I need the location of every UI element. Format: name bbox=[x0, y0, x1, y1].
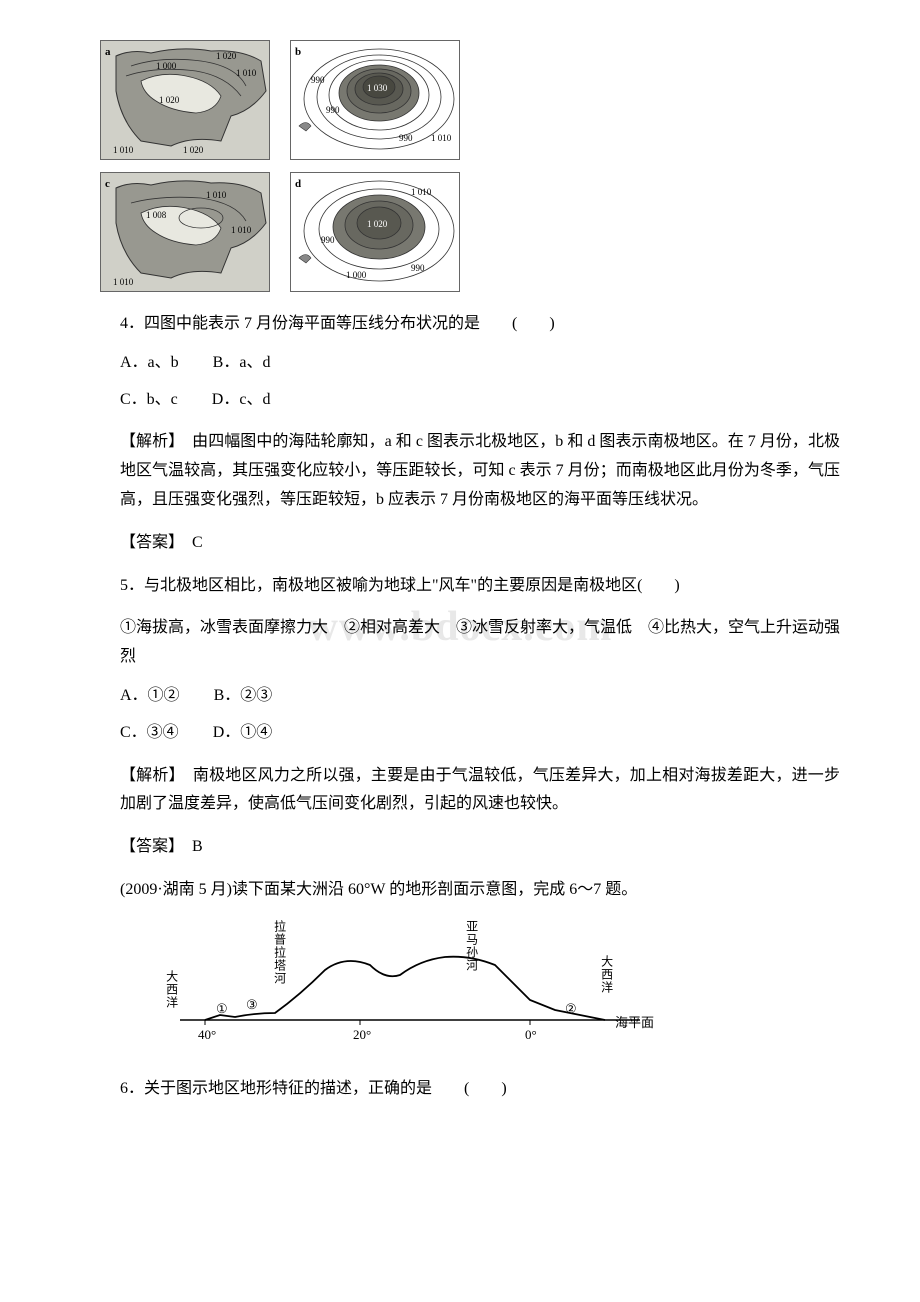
contour-value: 1 010 bbox=[113, 145, 134, 155]
q5-choices: ①海拔高，冰雪表面摩擦力大 ②相对高差大 ③冰雪反射率大，气温低 ④比热大，空气… bbox=[120, 614, 840, 672]
contour-value: 990 bbox=[399, 133, 413, 143]
contour-value: 990 bbox=[326, 105, 340, 115]
profile-svg: 40° 20° 0° ① ③ ② bbox=[160, 925, 660, 1055]
contour-value: 1 020 bbox=[183, 145, 204, 155]
q4-options-row1: A．a、b B．a、d bbox=[120, 349, 840, 378]
q5-option-d: D．①④ bbox=[213, 719, 273, 748]
map-b-label: b bbox=[295, 43, 301, 63]
q5-option-b: B．②③ bbox=[214, 682, 273, 711]
circle-1: ① bbox=[216, 1001, 228, 1016]
contour-value: 990 bbox=[411, 263, 425, 273]
contour-value: 990 bbox=[311, 75, 325, 85]
section-intro: (2009·湖南 5 月)读下面某大洲沿 60°W 的地形剖面示意图，完成 6～… bbox=[120, 876, 840, 905]
q4-option-b: B．a、d bbox=[213, 349, 271, 378]
contour-value: 1 008 bbox=[146, 210, 167, 220]
map-a: a 1 020 1 000 1 010 1 020 1 010 1 020 bbox=[100, 40, 270, 160]
contour-value: 1 010 bbox=[206, 190, 227, 200]
contour-value: 1 010 bbox=[113, 277, 134, 287]
profile-figure: 40° 20° 0° ① ③ ② 大西洋 拉普拉塔河 亚马孙河 大西洋 海平面 bbox=[160, 925, 660, 1055]
map-a-label: a bbox=[105, 43, 111, 63]
contour-value: 1 020 bbox=[367, 219, 388, 229]
map-c-label: c bbox=[105, 175, 110, 195]
q4-text: 4．四图中能表示 7 月份海平面等压线分布状况的是 ( ) bbox=[120, 310, 840, 339]
q5-text: 5．与北极地区相比，南极地区被喻为地球上"风车"的主要原因是南极地区( ) bbox=[120, 572, 840, 601]
circle-3: ③ bbox=[246, 997, 258, 1012]
xtick-40: 40° bbox=[198, 1027, 216, 1042]
maps-row-2: c 1 010 1 008 1 010 1 010 d bbox=[100, 172, 840, 292]
q5-options-row1: A．①② B．②③ bbox=[120, 682, 840, 711]
q4-answer: 【答案】 C bbox=[120, 529, 840, 558]
q4-option-d: D．c、d bbox=[212, 386, 271, 415]
laplata-label: 拉普拉塔河 bbox=[268, 920, 290, 985]
circle-2: ② bbox=[565, 1001, 577, 1016]
q5-explanation: 【解析】 南极地区风力之所以强，主要是由于气温较低，气压差异大，加上相对海拔差距… bbox=[120, 762, 840, 820]
q4-option-c: C．b、c bbox=[120, 386, 178, 415]
xtick-20: 20° bbox=[353, 1027, 371, 1042]
map-c: c 1 010 1 008 1 010 1 010 bbox=[100, 172, 270, 292]
contour-value: 1 020 bbox=[216, 51, 237, 61]
map-b-svg: 990 990 1 030 990 1 010 bbox=[291, 41, 460, 160]
left-ocean-label: 大西洋 bbox=[160, 970, 182, 1009]
document-content: a 1 020 1 000 1 010 1 020 1 010 1 020 b bbox=[80, 40, 840, 1104]
amazon-label: 亚马孙河 bbox=[460, 920, 482, 972]
right-ocean-label: 大西洋 bbox=[595, 955, 617, 994]
contour-value: 1 010 bbox=[231, 225, 252, 235]
q4-explanation: 【解析】 由四幅图中的海陆轮廓知，a 和 c 图表示北极地区，b 和 d 图表示… bbox=[120, 428, 840, 514]
map-b: b 990 990 1 030 990 1 010 bbox=[290, 40, 460, 160]
contour-value: 1 010 bbox=[431, 133, 452, 143]
q4-options-row2: C．b、c D．c、d bbox=[120, 386, 840, 415]
contour-value: 1 010 bbox=[411, 187, 432, 197]
map-a-svg: 1 020 1 000 1 010 1 020 1 010 1 020 bbox=[101, 41, 270, 160]
map-c-svg: 1 010 1 008 1 010 1 010 bbox=[101, 173, 270, 292]
q5-option-c: C．③④ bbox=[120, 719, 179, 748]
map-d-label: d bbox=[295, 175, 301, 195]
contour-value: 1 020 bbox=[159, 95, 180, 105]
contour-value: 1 030 bbox=[367, 83, 388, 93]
maps-row-1: a 1 020 1 000 1 010 1 020 1 010 1 020 b bbox=[100, 40, 840, 160]
sea-level-label: 海平面 bbox=[615, 1011, 654, 1034]
q5-option-a: A．①② bbox=[120, 682, 180, 711]
contour-value: 1 010 bbox=[236, 68, 257, 78]
contour-value: 1 000 bbox=[156, 61, 177, 71]
q5-answer: 【答案】 B bbox=[120, 833, 840, 862]
contour-value: 1 000 bbox=[346, 270, 367, 280]
contour-value: 990 bbox=[321, 235, 335, 245]
q4-option-a: A．a、b bbox=[120, 349, 179, 378]
map-d-svg: 1 010 1 020 990 1 000 990 bbox=[291, 173, 460, 292]
q5-options-row2: C．③④ D．①④ bbox=[120, 719, 840, 748]
map-d: d 1 010 1 020 990 1 000 990 bbox=[290, 172, 460, 292]
q6-text: 6．关于图示地区地形特征的描述，正确的是 ( ) bbox=[120, 1075, 840, 1104]
xtick-0: 0° bbox=[525, 1027, 537, 1042]
